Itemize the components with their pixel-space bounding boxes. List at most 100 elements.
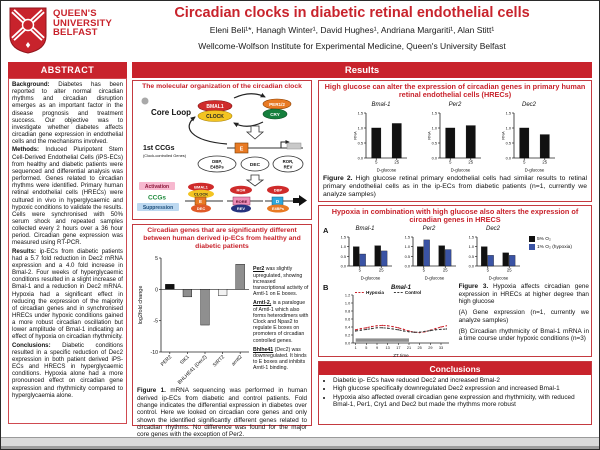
figure3a-legend: 5% O₂ 1% O₂ (hypoxia) xyxy=(529,236,572,252)
figure2-per2-chart: 0.0 0.5 1.0 1.5 RNA 5 25 D-glucose xyxy=(426,110,484,174)
svg-text:0.0: 0.0 xyxy=(341,264,347,269)
dbp-activator-label: DBP xyxy=(274,188,283,193)
svg-text:13: 13 xyxy=(385,346,389,350)
rore-box-label: RORE xyxy=(236,199,248,204)
qub-logo-shield xyxy=(9,7,47,54)
abstract-paragraph: Background: Diabetes has been reported t… xyxy=(12,81,123,146)
svg-text:SIRT2: SIRT2 xyxy=(212,354,226,368)
cry-oval-label: CRY xyxy=(270,112,280,117)
figure3b-line-chart: Bmal-1 Hypoxia Control 0.0 0.2 0.4 0.6 0.8 1.0 1.… xyxy=(336,283,454,361)
figure3a-dec2-chart: 0.0 0.5 1.0 1.5 5 25 D-glucose xyxy=(463,234,523,282)
abstract-body: Background: Diabetes has been reported t… xyxy=(8,78,127,424)
figure2-charts: Bmal-1 0.0 0.5 1.0 1.5 RNA 5 25 D-glucose Per2 0.… xyxy=(319,102,591,174)
clock-icon xyxy=(141,97,149,105)
svg-text:1.5: 1.5 xyxy=(358,111,363,116)
svg-text:1.5: 1.5 xyxy=(341,235,346,240)
svg-text:1.0: 1.0 xyxy=(341,245,347,250)
conclusion-item: Hypoxia also affected overall circadian … xyxy=(333,394,587,409)
logo-line3: BELFAST xyxy=(53,27,98,38)
circadian-clock-diagram: Core Loop BMAL1 CLOCK PER1/2 CRY E 1st C… xyxy=(137,92,307,213)
svg-text:5: 5 xyxy=(359,268,362,273)
normoxia-legend-label: 5% O₂ xyxy=(537,236,551,242)
clock-small-label: CLOCK xyxy=(194,192,208,197)
figure2-caption-lead: Figure 2. xyxy=(323,175,353,183)
svg-text:29: 29 xyxy=(428,346,432,350)
rev-suppressor-label: REV xyxy=(237,206,246,211)
e4bps-suppressor-label: E4BPs xyxy=(272,207,284,211)
figure2-chart-title: Dec2 xyxy=(521,102,536,109)
figure3-caption-b: (B) Circadian rhythmicity of Bmal-1 mRNA… xyxy=(458,327,589,343)
dbox-label: D xyxy=(276,199,280,204)
bottom-strip xyxy=(0,437,600,447)
normoxia-swatch xyxy=(529,236,535,243)
gene-note: Per2 was slightly upregulated, showing i… xyxy=(253,266,309,298)
svg-text:0.0: 0.0 xyxy=(469,264,475,269)
figure2-bmal1-chart: 0.0 0.5 1.0 1.5 RNA 5 25 D-glucose xyxy=(352,110,410,174)
ebox-small-label: E xyxy=(199,199,202,204)
affiliation: Wellcome-Wolfson Institute for Experimen… xyxy=(198,41,506,51)
suppression-label: Suppression xyxy=(143,205,173,211)
svg-text:1.0: 1.0 xyxy=(344,302,349,306)
hypoxia-legend-label: 1% O₂ (hypoxia) xyxy=(537,244,572,250)
abstract-paragraph: Results: ip-ECs from diabetic patients h… xyxy=(12,247,123,341)
svg-text:25: 25 xyxy=(379,268,384,273)
svg-text:ZT time: ZT time xyxy=(393,353,409,358)
hypoxia-swatch xyxy=(529,244,535,251)
results-banner: Results xyxy=(132,62,592,78)
svg-text:33: 33 xyxy=(438,346,442,350)
figure3-caption: Figure 3. Hypoxia affects circadian gene… xyxy=(459,283,589,361)
svg-text:5: 5 xyxy=(449,160,452,165)
figure3-title: Hypoxia in combination with high glucose… xyxy=(331,207,579,225)
loop-arrow-top xyxy=(233,92,266,99)
svg-text:log2fold change: log2fold change xyxy=(138,286,144,325)
svg-text:0.0: 0.0 xyxy=(506,156,512,161)
svg-text:0.5: 0.5 xyxy=(358,141,363,146)
svg-text:0: 0 xyxy=(155,288,158,294)
svg-text:D-glucose: D-glucose xyxy=(361,276,381,281)
figure1-title: Circadian genes that are significantly d… xyxy=(143,227,301,250)
ror-activator-label: ROR xyxy=(237,188,246,193)
svg-text:1.2: 1.2 xyxy=(344,294,349,298)
svg-text:0.5: 0.5 xyxy=(432,141,437,146)
svg-text:21: 21 xyxy=(406,346,410,350)
figure3-panel-b: B Bmal-1 Hypoxia Control 0.0 0.2 0.4 0.6 0.8 1.0… xyxy=(319,282,591,361)
conclusion-item: High glucose specifically downregulated … xyxy=(333,385,587,392)
svg-text:25: 25 xyxy=(542,160,547,165)
clock-diagram-box: The molecular organization of the circad… xyxy=(132,80,312,220)
bottom-edge xyxy=(0,446,600,450)
svg-text:0.0: 0.0 xyxy=(344,342,349,346)
figure2-caption-text: High glucose retinal primary endothelial… xyxy=(323,175,588,198)
figure3-caption-text: Hypoxia affects circadian gene expressio… xyxy=(458,283,589,305)
svg-text:RNA: RNA xyxy=(501,131,506,140)
svg-text:-5: -5 xyxy=(153,319,158,325)
figure2-dec2-chart: 0.0 0.5 1.0 1.5 RNA 5 25 D-glucose xyxy=(500,110,558,174)
conclusion-item: Diabetic ip- ECs have reduced Dec2 and i… xyxy=(333,377,587,384)
figure3-panel-a: A Bmal-1 0.0 0.5 1.0 1.5 5 25 D-glucose Per2 0.0… xyxy=(319,225,591,282)
figure3a-chart-title: Bmal-1 xyxy=(355,226,375,233)
figure1-caption-text: mRNA sequencing was performed in human d… xyxy=(137,387,307,439)
abstract-paragraph: Conclusions: Diabetic conditions resulte… xyxy=(12,341,123,399)
svg-text:Control: Control xyxy=(404,291,420,296)
svg-text:25: 25 xyxy=(507,268,512,273)
svg-text:0.8: 0.8 xyxy=(344,310,349,314)
gene-note: Bhlhe41 (Dec2) was downregulated. It bin… xyxy=(253,346,307,372)
svg-text:-10: -10 xyxy=(151,350,159,356)
svg-text:1.5: 1.5 xyxy=(405,235,410,240)
svg-text:1.0: 1.0 xyxy=(358,126,364,131)
svg-text:RNA: RNA xyxy=(353,131,358,140)
svg-text:25: 25 xyxy=(417,346,421,350)
svg-text:25: 25 xyxy=(443,268,448,273)
svg-text:1.5: 1.5 xyxy=(469,235,474,240)
author-list: Eleni Beli¹*, Hanagh Winter¹, David Hugh… xyxy=(209,25,495,35)
ror-rev-oval-line2: REV xyxy=(284,165,293,170)
svg-text:D-glucose: D-glucose xyxy=(451,168,471,173)
svg-text:SIK1: SIK1 xyxy=(179,354,191,366)
logo-line2: UNIVERSITY xyxy=(53,17,113,29)
svg-text:0.0: 0.0 xyxy=(432,156,438,161)
figure3-caption-a: (A) Gene expression (n=1, currently we a… xyxy=(458,309,589,324)
abstract-paragraph: Methods: Induced Pluripotent Stem Cell-D… xyxy=(12,146,123,247)
svg-text:D-glucose: D-glucose xyxy=(489,276,509,281)
figure3a-chart-title: Per2 xyxy=(422,226,436,233)
svg-text:1.5: 1.5 xyxy=(432,111,437,116)
dec-suppressor-label: DEC xyxy=(197,206,206,211)
